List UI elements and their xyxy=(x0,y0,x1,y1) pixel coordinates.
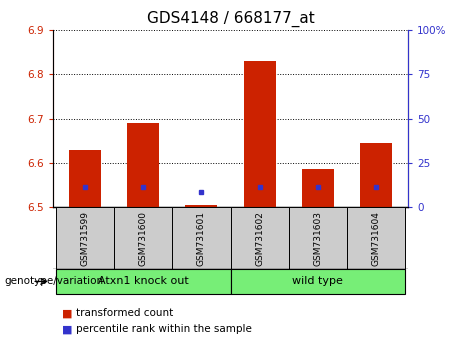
Text: GSM731601: GSM731601 xyxy=(197,211,206,266)
Bar xyxy=(347,207,405,269)
Text: GSM731604: GSM731604 xyxy=(372,211,380,266)
Text: GSM731600: GSM731600 xyxy=(139,211,148,266)
Bar xyxy=(56,207,114,269)
Bar xyxy=(243,61,276,207)
Bar xyxy=(230,207,289,269)
Text: GSM731603: GSM731603 xyxy=(313,211,322,266)
Bar xyxy=(230,269,405,294)
Bar xyxy=(127,123,159,207)
Bar xyxy=(302,170,334,207)
Text: ■: ■ xyxy=(62,308,73,318)
Title: GDS4148 / 668177_at: GDS4148 / 668177_at xyxy=(147,11,314,27)
Bar xyxy=(360,143,392,207)
Text: transformed count: transformed count xyxy=(76,308,173,318)
Bar xyxy=(289,207,347,269)
Bar xyxy=(172,207,230,269)
Text: GSM731602: GSM731602 xyxy=(255,211,264,266)
Text: ■: ■ xyxy=(62,324,73,334)
Bar xyxy=(69,150,101,207)
Bar xyxy=(56,269,230,294)
Text: percentile rank within the sample: percentile rank within the sample xyxy=(76,324,252,334)
Text: wild type: wild type xyxy=(292,276,343,286)
Bar xyxy=(114,207,172,269)
Text: GSM731599: GSM731599 xyxy=(81,211,89,266)
Text: genotype/variation: genotype/variation xyxy=(5,276,104,286)
Text: Atxn1 knock out: Atxn1 knock out xyxy=(98,276,189,286)
Bar xyxy=(185,205,218,207)
